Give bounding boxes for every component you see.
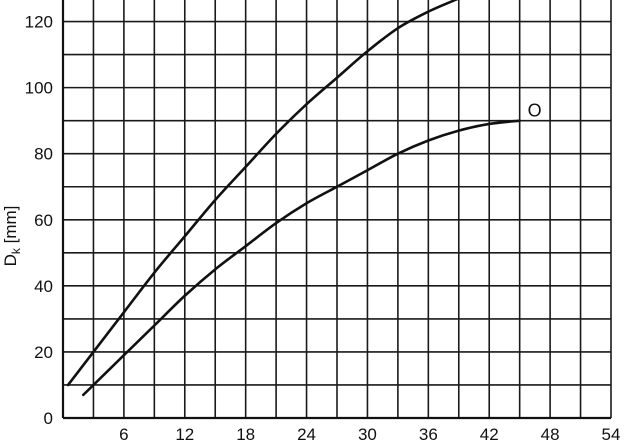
- x-tick-label: 24: [297, 425, 316, 444]
- x-tick-label: 54: [602, 425, 621, 444]
- x-tick-label: 42: [480, 425, 499, 444]
- y-axis-title-unit: [mm]: [1, 206, 20, 249]
- series-line-w: [66, 0, 459, 387]
- x-tick-label: 36: [419, 425, 438, 444]
- x-tick-label: 18: [236, 425, 255, 444]
- y-tick-label: 100: [25, 79, 53, 98]
- series-labels: WO: [528, 101, 542, 121]
- series-line-o: [82, 119, 521, 397]
- axes: [61, 0, 611, 420]
- x-tick-label: 6: [119, 425, 128, 444]
- x-tick-label: 48: [541, 425, 560, 444]
- y-axis-title: Dk [mm]: [1, 206, 23, 267]
- tick-labels: 6 12 18 24 30 36 42 48 54 0 20 40 60 80 100 120: [25, 13, 621, 444]
- y-tick-label: 20: [34, 343, 53, 362]
- x-tick-label: 30: [358, 425, 377, 444]
- grid: [63, 0, 612, 418]
- y-tick-label: 40: [34, 277, 53, 296]
- series-label-o: O: [528, 101, 542, 121]
- y-tick-label: 60: [34, 211, 53, 230]
- y-axis-title-main: D: [1, 254, 20, 266]
- y-tick-label: 120: [25, 13, 53, 32]
- y-tick-label: 80: [34, 145, 53, 164]
- y-tick-label: 0: [44, 409, 53, 428]
- y-axis-title-subscript: k: [9, 247, 23, 254]
- x-tick-label: 12: [175, 425, 194, 444]
- series: [66, 0, 521, 397]
